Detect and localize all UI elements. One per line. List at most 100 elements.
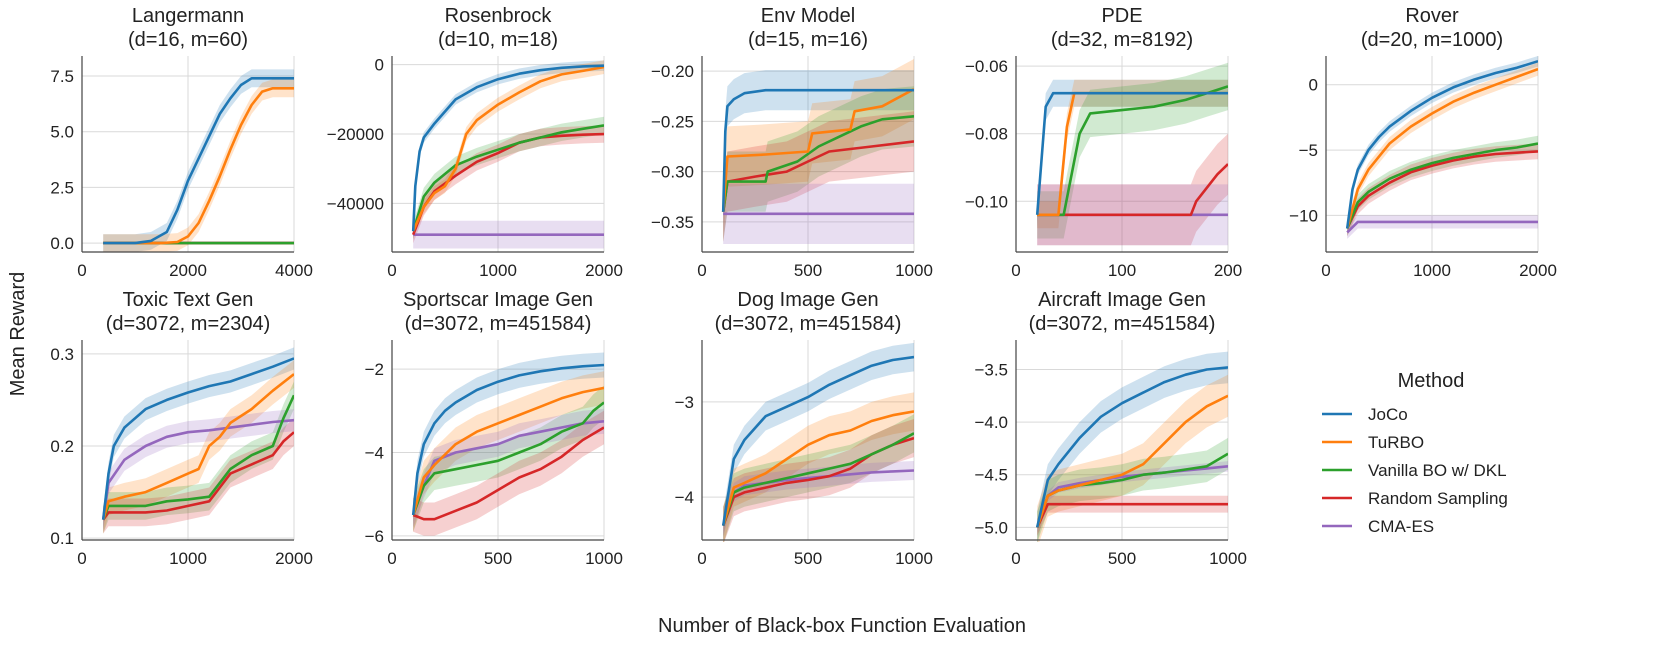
panel-rover-line-cma-es — [1346, 220, 1538, 234]
panel-rosenbrock-xtick-label: 2000 — [585, 261, 623, 280]
panel-dog-image-gen-band-turbo — [723, 392, 914, 542]
panel-toxic-text-gen-band-cma-es — [103, 409, 294, 531]
panel-pde-xtick-label: 0 — [1011, 261, 1020, 280]
panel-env-model-title: Env Model — [761, 5, 856, 27]
panel-sportscar-image-gen-line-random-sampling — [412, 426, 604, 521]
panel-langermann-ytick-label: 0.0 — [50, 234, 74, 253]
panel-pde-line-random-sampling — [1037, 163, 1228, 217]
panel-sportscar-image-gen-line-joco — [411, 363, 604, 516]
panel-toxic-text-gen-ytick-label: 0.3 — [50, 345, 74, 364]
panel-aircraft-image-gen-ytick-label: −3.5 — [974, 360, 1008, 379]
panel-aircraft-image-gen-plot-area — [1035, 351, 1228, 542]
panel-sportscar-image-gen-line-vanilla-bo-w-dkl — [411, 401, 604, 516]
panel-langermann: 0 2000 4000 0.0 2.5 5.0 7.5 Langermann(d=16, m=… — [50, 5, 313, 280]
panel-sportscar-image-gen-xtick-label: 0 — [387, 549, 396, 568]
panel-env-model-band-random-sampling — [723, 111, 914, 242]
panel-langermann-line-turbo — [103, 87, 294, 245]
panel-env-model-plot-area — [721, 59, 914, 244]
panel-dog-image-gen: 0 500 1000 −4 −3 Dog Image Gen(d=3072, m=4515… — [675, 289, 933, 568]
panel-aircraft-image-gen-xtick-label: 500 — [1108, 549, 1136, 568]
panel-dog-image-gen-plot-area — [721, 342, 914, 542]
panel-rosenbrock-line-joco — [411, 64, 604, 232]
panel-pde-line-vanilla-bo-w-dkl — [1037, 85, 1228, 217]
panel-aircraft-image-gen-band-vanilla-bo-w-dkl — [1037, 437, 1228, 542]
panel-toxic-text-gen-title: Toxic Text Gen — [123, 289, 254, 311]
panel-rover-line-joco — [1345, 59, 1538, 229]
panel-rover-ytick-label: −10 — [1289, 206, 1318, 225]
panel-env-model-ytick-label: −0.35 — [651, 213, 694, 232]
panel-env-model-band-joco — [723, 70, 914, 232]
panel-toxic-text-gen-line-cma-es — [101, 418, 294, 520]
panel-rover-line-turbo — [1345, 67, 1538, 229]
panel-dog-image-gen-xtick-label: 1000 — [895, 549, 933, 568]
panel-toxic-text-gen-xtick-label: 0 — [77, 549, 86, 568]
panel-sportscar-image-gen-line-turbo — [411, 386, 604, 516]
panel-env-model-band-turbo — [723, 59, 914, 242]
panel-toxic-text-gen-subtitle: (d=3072, m=2304) — [106, 313, 271, 335]
panel-rover-xtick-label: 2000 — [1519, 261, 1557, 280]
panel-rosenbrock: 0 1000 2000 −40000 −20000 0 Rosenbrock(d=10, m… — [327, 5, 623, 280]
panel-env-model-xtick-label: 500 — [794, 261, 822, 280]
panel-env-model-ytick-label: −0.25 — [651, 112, 694, 131]
panel-rosenbrock-ytick-label: −40000 — [327, 194, 384, 213]
panel-rosenbrock-band-turbo — [413, 60, 604, 239]
panel-pde-ytick-label: −0.10 — [965, 192, 1008, 211]
panel-env-model-subtitle: (d=15, m=16) — [748, 29, 868, 51]
panel-langermann-xtick-label: 2000 — [169, 261, 207, 280]
panel-rover-subtitle: (d=20, m=1000) — [1361, 29, 1503, 51]
panel-dog-image-gen-xtick-label: 0 — [697, 549, 706, 568]
panel-toxic-text-gen-xtick-label: 1000 — [169, 549, 207, 568]
panel-dog-image-gen-band-joco — [723, 342, 914, 540]
panel-sportscar-image-gen-xtick-label: 1000 — [585, 549, 623, 568]
panel-rover-line-random-sampling — [1346, 150, 1538, 230]
panel-rosenbrock-line-turbo — [412, 65, 604, 232]
panel-env-model-line-joco — [721, 88, 914, 212]
legend-label-joco: JoCo — [1368, 405, 1408, 424]
panel-sportscar-image-gen-plot-area — [411, 352, 604, 536]
y-axis-label: Mean Reward — [7, 272, 29, 397]
panel-rover-plot-area — [1345, 56, 1538, 239]
panel-langermann-ytick-label: 5.0 — [50, 123, 74, 142]
panel-env-model-line-turbo — [721, 88, 914, 212]
panel-langermann-ytick-label: 7.5 — [50, 67, 74, 86]
panel-langermann-ytick-label: 2.5 — [50, 178, 74, 197]
panel-toxic-text-gen: 0 1000 2000 0.1 0.2 0.3 Toxic Text Gen(d=3072,… — [50, 289, 313, 568]
panel-aircraft-image-gen-ytick-label: −4.5 — [974, 466, 1008, 485]
legend-label-turbo: TuRBO — [1368, 433, 1424, 452]
panel-rosenbrock-line-random-sampling — [411, 132, 604, 236]
panel-toxic-text-gen-plot-area — [101, 347, 294, 534]
panel-toxic-text-gen-ytick-label: 0.1 — [50, 529, 74, 548]
panel-env-model-ytick-label: −0.30 — [651, 163, 694, 182]
panel-env-model-xtick-label: 1000 — [895, 261, 933, 280]
panel-rover-ytick-label: −5 — [1299, 141, 1318, 160]
panel-langermann-title: Langermann — [132, 5, 244, 27]
panel-pde-ytick-label: −0.06 — [965, 57, 1008, 76]
panel-rosenbrock-ytick-label: 0 — [375, 56, 384, 75]
panel-aircraft-image-gen-ytick-label: −4.0 — [974, 413, 1008, 432]
panel-rosenbrock-subtitle: (d=10, m=18) — [438, 29, 558, 51]
panel-pde-title: PDE — [1101, 5, 1142, 27]
panel-dog-image-gen-line-vanilla-bo-w-dkl — [721, 432, 914, 527]
legend-title: Method — [1398, 370, 1465, 392]
panel-pde-xtick-label: 200 — [1214, 261, 1242, 280]
panel-langermann-xtick-label: 4000 — [275, 261, 313, 280]
panel-rosenbrock-xtick-label: 1000 — [479, 261, 517, 280]
panel-toxic-text-gen-line-random-sampling — [102, 431, 294, 521]
panel-aircraft-image-gen-xtick-label: 1000 — [1209, 549, 1247, 568]
panel-dog-image-gen-band-random-sampling — [723, 419, 914, 542]
panel-toxic-text-gen-line-vanilla-bo-w-dkl — [101, 394, 294, 521]
panel-rover: 0 1000 2000 −10 −5 0 Rover(d=20, m=1000) — [1289, 5, 1557, 280]
panel-dog-image-gen-subtitle: (d=3072, m=451584) — [715, 313, 902, 335]
legend-label-random-sampling: Random Sampling — [1368, 489, 1508, 508]
panel-dog-image-gen-ytick-label: −4 — [675, 488, 694, 507]
panel-sportscar-image-gen-ytick-label: −4 — [365, 444, 384, 463]
legend: Method JoCo TuRBO Vanilla BO w/ DKL Random … — [1322, 370, 1508, 536]
panel-sportscar-image-gen-band-vanilla-bo-w-dkl — [413, 385, 604, 532]
panel-pde-band-joco — [1037, 79, 1228, 229]
panel-sportscar-image-gen-band-turbo — [413, 371, 604, 532]
panel-rover-title: Rover — [1405, 5, 1459, 27]
panel-toxic-text-gen-line-joco — [101, 357, 294, 520]
